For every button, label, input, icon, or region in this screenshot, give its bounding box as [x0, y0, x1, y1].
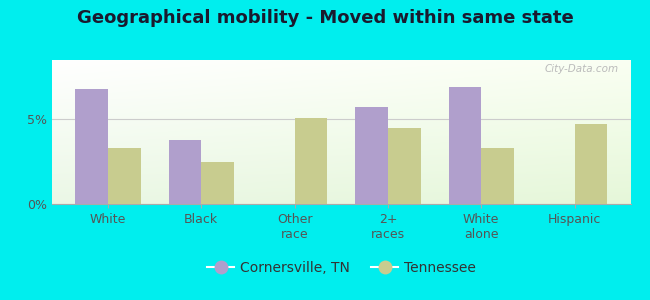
Bar [448, 87, 481, 204]
Bar [356, 107, 388, 204]
Text: Geographical mobility - Moved within same state: Geographical mobility - Moved within sam… [77, 9, 573, 27]
Bar [168, 140, 202, 204]
Bar [388, 128, 421, 204]
Bar [575, 124, 607, 204]
Bar [202, 162, 234, 204]
Text: City-Data.com: City-Data.com [545, 64, 619, 74]
Bar [481, 148, 514, 204]
Bar [294, 118, 327, 204]
Legend: Cornersville, TN, Tennessee: Cornersville, TN, Tennessee [201, 256, 482, 280]
Bar [75, 89, 108, 204]
Bar [108, 148, 140, 204]
